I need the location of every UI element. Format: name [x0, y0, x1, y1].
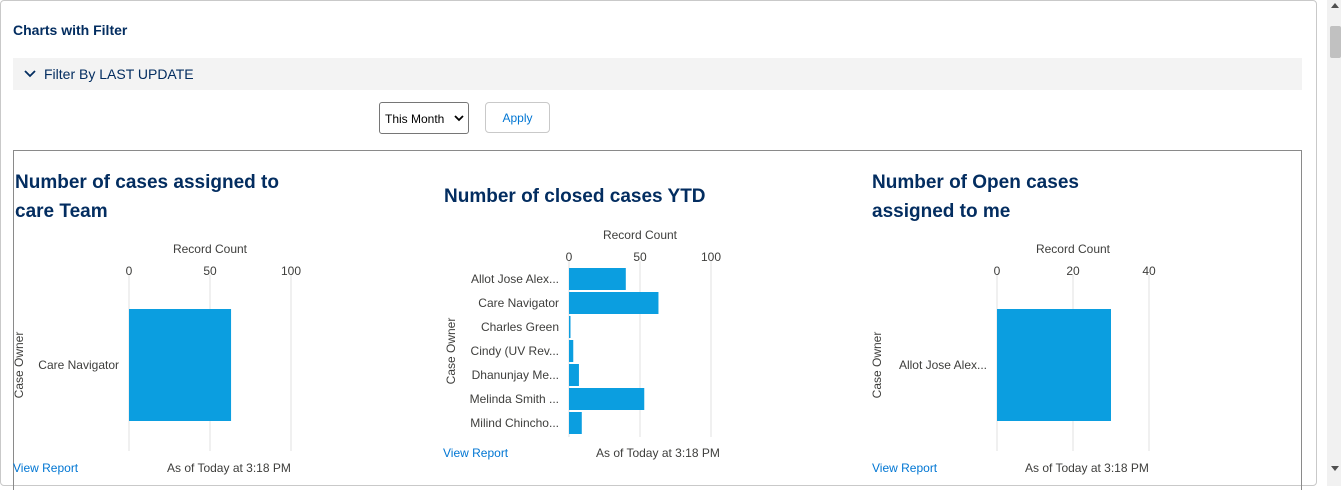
widget-2-title-line1: Number of closed cases YTD: [444, 186, 706, 207]
bar: [997, 309, 1111, 421]
widget-3-view-report-link[interactable]: View Report: [872, 461, 938, 475]
widget-1-title: Number of cases assigned to care Team: [15, 168, 279, 226]
category-label: Charles Green: [481, 320, 559, 334]
bar: [569, 412, 582, 434]
y-axis-title: Case Owner: [444, 318, 458, 385]
widget-2-view-report-link[interactable]: View Report: [443, 446, 509, 460]
widget-2-chart: Record Count 0 50 100 Case Owner Allot Jose A…: [444, 228, 721, 437]
bar: [569, 292, 659, 314]
category-label: Milind Chincho...: [470, 416, 559, 430]
widget-3-title: Number of Open cases assigned to me: [872, 168, 1079, 226]
category-label: Care Navigator: [38, 358, 119, 372]
x-tick-label: 0: [126, 264, 133, 278]
period-select[interactable]: This Month: [379, 102, 469, 134]
page-title: Charts with Filter: [13, 22, 128, 38]
bar: [569, 364, 579, 386]
category-label: Care Navigator: [478, 296, 559, 310]
category-label: Dhanunjay Me...: [472, 368, 559, 382]
x-axis-title: Record Count: [173, 242, 248, 256]
category-label: Allot Jose Alex...: [471, 272, 559, 286]
scrollbar-thumb[interactable]: [1330, 26, 1341, 58]
x-axis-title: Record Count: [1036, 242, 1111, 256]
widget-3-as-of: As of Today at 3:18 PM: [1025, 461, 1149, 475]
x-tick-label: 0: [566, 250, 573, 264]
category-label: Allot Jose Alex...: [899, 358, 987, 372]
scroll-down-arrow-icon[interactable]: [1331, 466, 1339, 471]
bar: [129, 309, 232, 421]
widget-3-chart: Record Count 0 20 40 Case Owner Allot Jose Al…: [870, 242, 1156, 451]
x-tick-label: 100: [281, 264, 301, 278]
widget-3-title-line1: Number of Open cases: [872, 172, 1079, 193]
widget-1-title-line1: Number of cases assigned to: [15, 172, 279, 193]
dashboard-frame: [13, 150, 1302, 490]
apply-button[interactable]: Apply: [485, 102, 550, 133]
widget-1-as-of: As of Today at 3:18 PM: [167, 461, 291, 475]
widget-2-as-of: As of Today at 3:18 PM: [596, 446, 720, 460]
bar: [569, 340, 574, 362]
widget-1-title-line2: care Team: [15, 201, 108, 222]
x-tick-label: 50: [633, 250, 647, 264]
x-tick-label: 100: [701, 250, 721, 264]
bar: [569, 316, 571, 338]
scrollbar[interactable]: [1327, 0, 1341, 486]
y-axis-title: Case Owner: [12, 332, 26, 399]
chevron-down-icon: [454, 115, 464, 122]
x-tick-label: 20: [1066, 264, 1080, 278]
scroll-up-arrow-icon[interactable]: [1331, 3, 1339, 8]
widget-1-view-report-link[interactable]: View Report: [13, 461, 79, 475]
x-tick-label: 50: [203, 264, 217, 278]
x-tick-label: 0: [994, 264, 1001, 278]
category-label: Cindy (UV Rev...: [471, 344, 559, 358]
filter-label: Filter By LAST UPDATE: [44, 66, 194, 82]
bar: [569, 268, 626, 290]
widget-1-chart: Record Count 0 50 100 Case Owner Care Navigat…: [12, 242, 301, 451]
period-select-value: This Month: [385, 112, 445, 126]
category-label: Melinda Smith ...: [470, 392, 559, 406]
y-axis-title: Case Owner: [870, 332, 884, 399]
filter-section-header[interactable]: Filter By LAST UPDATE: [13, 58, 1302, 90]
x-tick-label: 40: [1142, 264, 1156, 278]
x-axis-title: Record Count: [603, 228, 678, 242]
widget-3-title-line2: assigned to me: [872, 201, 1011, 222]
chevron-down-icon[interactable]: [23, 67, 37, 81]
widget-2-title: Number of closed cases YTD: [444, 182, 706, 211]
bar: [569, 388, 645, 410]
